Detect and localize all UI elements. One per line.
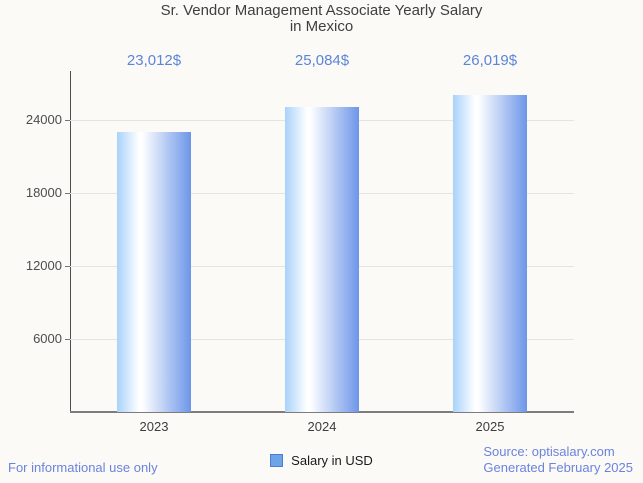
y-axis-tick-6000 [65,339,70,340]
y-axis-line [70,71,71,412]
footer-disclaimer: For informational use only [8,460,158,475]
y-axis-label-18000: 18000 [25,185,62,200]
y-axis-label-12000: 12000 [25,258,62,273]
x-axis-label-2023: 2023 [139,419,169,434]
footer-generated-line: Generated February 2025 [483,460,633,475]
bar-2023 [117,132,191,412]
chart-title-line-1: Sr. Vendor Management Associate Yearly S… [160,2,483,19]
value-label-2024: 25,084$ [294,52,350,69]
x-axis-label-2025: 2025 [475,419,505,434]
y-axis-tick-18000 [65,193,70,194]
value-label-2023: 23,012$ [126,52,182,69]
y-axis-label-24000: 24000 [25,112,62,127]
chart-title-line-2: in Mexico [289,18,354,35]
x-axis-line [70,411,574,413]
bar-2025 [453,95,527,412]
plot-area [70,71,574,413]
footer-source: Source: optisalary.com Generated Februar… [483,444,633,476]
legend-swatch-icon [270,454,284,467]
x-axis-label-2024: 2024 [307,419,337,434]
value-label-2025: 26,019$ [462,52,518,69]
y-axis-tick-24000 [65,120,70,121]
bar-2024 [285,107,359,412]
y-axis-tick-12000 [65,266,70,267]
footer-source-line: Source: optisalary.com [483,444,615,459]
y-axis-label-6000: 6000 [33,331,62,346]
legend-label: Salary in USD [291,453,373,468]
chart-title: Sr. Vendor Management Associate Yearly S… [0,3,643,35]
legend: Salary in USD [0,453,643,468]
